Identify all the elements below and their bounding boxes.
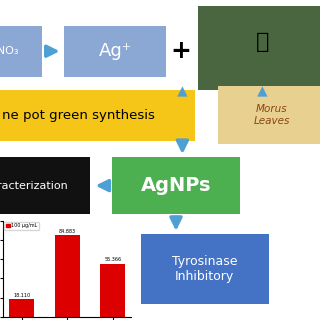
FancyBboxPatch shape	[0, 26, 42, 77]
Legend: 100 μg/mL: 100 μg/mL	[4, 222, 39, 230]
FancyBboxPatch shape	[112, 157, 240, 214]
Text: AgNO₃: AgNO₃	[0, 46, 20, 56]
Text: AgNPs: AgNPs	[141, 176, 211, 195]
FancyBboxPatch shape	[141, 234, 269, 304]
Text: 84.883: 84.883	[59, 229, 76, 234]
FancyBboxPatch shape	[218, 86, 320, 144]
Text: 55.366: 55.366	[104, 257, 121, 262]
Text: ne pot green synthesis: ne pot green synthesis	[2, 109, 155, 122]
FancyBboxPatch shape	[0, 157, 90, 214]
Bar	[55, 235, 80, 317]
FancyBboxPatch shape	[198, 6, 320, 90]
Text: Ag⁺: Ag⁺	[99, 42, 132, 60]
Text: Tyrosinase
Inhibitory: Tyrosinase Inhibitory	[172, 255, 237, 283]
Text: 🌿: 🌿	[256, 32, 269, 52]
FancyBboxPatch shape	[0, 90, 195, 141]
FancyBboxPatch shape	[64, 26, 166, 77]
Text: Morus
Leaves: Morus Leaves	[254, 104, 290, 126]
Text: haracterization: haracterization	[0, 180, 68, 191]
Text: 18.110: 18.110	[13, 293, 30, 298]
Bar	[100, 264, 125, 317]
Text: +: +	[170, 39, 191, 63]
Bar	[9, 300, 34, 317]
